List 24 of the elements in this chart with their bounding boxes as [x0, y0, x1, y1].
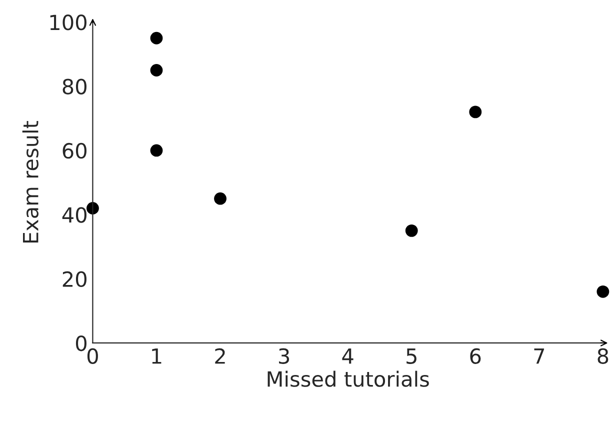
- y-tick-label: 60: [62, 142, 86, 159]
- point: [150, 64, 163, 76]
- point: [214, 192, 226, 205]
- x-tick-label: 1: [152, 348, 162, 364]
- x-axis-title: Missed tutorials: [268, 370, 429, 387]
- x-tick-label: 8: [598, 348, 608, 364]
- point: [150, 32, 163, 44]
- y-tick-label: 0: [76, 335, 86, 352]
- point: [150, 144, 163, 157]
- y-axis-title: Exam result: [22, 120, 38, 243]
- point: [405, 224, 418, 237]
- point: [469, 106, 482, 118]
- x-tick-label: 6: [470, 348, 481, 364]
- x-tick-label: 3: [279, 348, 290, 364]
- x-tick-label: 5: [406, 348, 416, 364]
- y-tick-label: 20: [62, 271, 86, 288]
- x-tick-label: 0: [87, 348, 98, 364]
- x-tick-label: 7: [534, 348, 544, 364]
- x-tick-label: 2: [215, 348, 225, 364]
- y-tick-label: 80: [62, 78, 86, 94]
- y-tick-label: 40: [62, 207, 86, 223]
- x-tick-label: 4: [342, 348, 354, 364]
- point: [596, 285, 610, 298]
- y-tick-label: 100: [50, 14, 86, 30]
